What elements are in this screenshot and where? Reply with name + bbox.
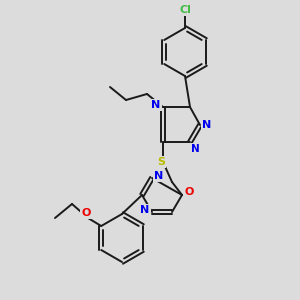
Text: N: N	[154, 171, 164, 181]
Text: N: N	[190, 144, 200, 154]
Text: N: N	[140, 205, 150, 215]
Text: N: N	[202, 120, 211, 130]
Text: O: O	[81, 208, 91, 218]
Text: S: S	[157, 157, 165, 167]
Text: O: O	[184, 187, 194, 197]
Text: N: N	[152, 100, 160, 110]
Text: Cl: Cl	[179, 5, 191, 15]
